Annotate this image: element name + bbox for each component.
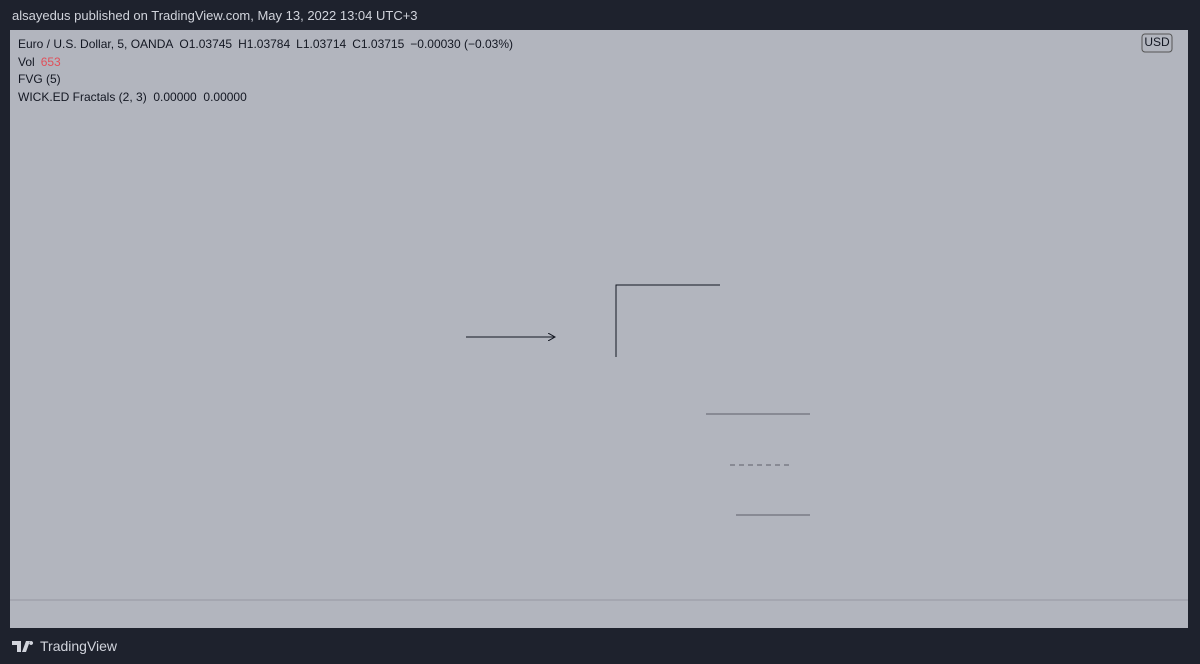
footer: TradingView (12, 638, 117, 654)
ohlc: O1.03745 (179, 37, 233, 51)
legend: Euro / U.S. Dollar, 5, OANDA O1.03745 H1.0… (18, 36, 519, 106)
ohlc: C1.03715 (352, 37, 405, 51)
vol-value: 653 (40, 54, 61, 69)
logo (12, 641, 34, 652)
indicator: WICK.ED Fractals (2, 3) 0.00000 0.00000 (18, 89, 247, 104)
indicator: FVG (5) (18, 72, 61, 86)
symbol: Euro / U.S. Dollar, 5, OANDA (18, 37, 174, 51)
change: −0.00030 (−0.03%) (410, 37, 514, 51)
price-axis (1110, 30, 1188, 628)
publisher: alsayedus published on TradingView.com, … (12, 8, 418, 23)
currency: USD (1144, 35, 1170, 49)
fvg-line (615, 284, 720, 357)
drawings (466, 284, 810, 516)
brand: TradingView (40, 638, 118, 654)
chart-bg (10, 30, 1188, 628)
currency-box (1141, 33, 1173, 53)
vol-label: Vol (18, 54, 35, 69)
ohlc: L1.03714 (296, 37, 347, 51)
ohlc: H1.03784 (238, 37, 291, 51)
